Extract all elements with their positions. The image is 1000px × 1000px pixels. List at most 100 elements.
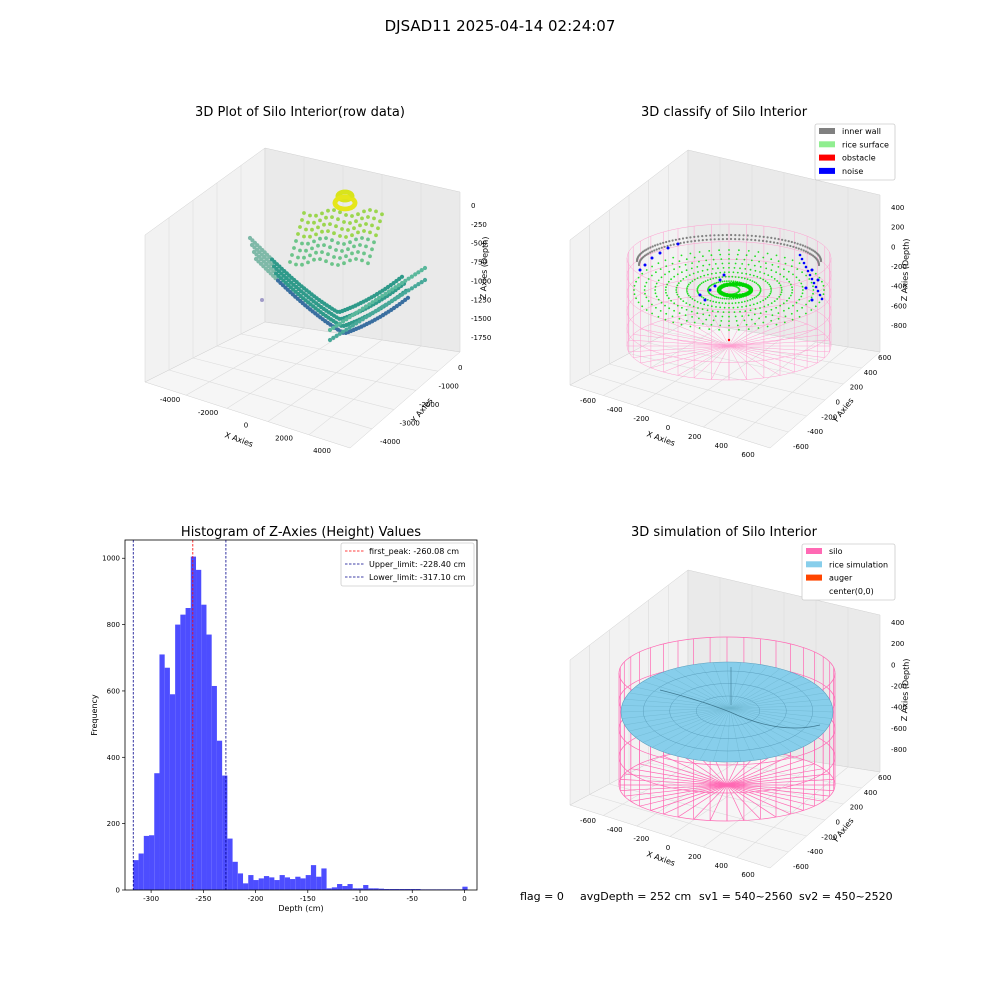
histogram-bar [462, 886, 468, 890]
rice-surface-point [764, 298, 767, 300]
inner-wall-point [672, 243, 675, 246]
rice-surface-point [651, 303, 653, 306]
simulation-silo-floor-spoke [726, 784, 777, 818]
simulation-x-tick-label: 200 [688, 853, 701, 861]
rice-surface-point [681, 306, 683, 309]
raw-point [337, 321, 342, 326]
raw-point [338, 256, 342, 260]
histogram-bar [415, 889, 421, 890]
raw-point [352, 244, 356, 249]
inner-wall-point [808, 247, 811, 250]
rice-simulation-mesh-line [662, 672, 731, 709]
rice-surface-point [675, 289, 678, 291]
rice-surface-point [720, 320, 723, 322]
raw-point [342, 261, 346, 266]
inner-wall-point [783, 243, 786, 246]
rice-surface-point [666, 283, 668, 286]
rice-surface-point [645, 281, 648, 284]
inner-wall-point [812, 249, 815, 252]
rice-surface-point [812, 289, 815, 291]
noise-point [806, 269, 810, 273]
raw-point [354, 219, 358, 224]
rice-simulation-mesh-line [699, 663, 731, 709]
rice-surface-point [712, 300, 715, 303]
rice-surface-point [792, 273, 794, 276]
rice-simulation-mesh-line [729, 663, 755, 709]
raw-point [364, 244, 368, 249]
simulation-y-tick-label: -400 [807, 848, 823, 856]
rice-surface-point [796, 268, 799, 270]
noise-point [676, 242, 680, 246]
classify-legend-swatch [819, 141, 835, 148]
rice-surface-point [773, 300, 776, 302]
rice-surface-point [759, 266, 762, 268]
rice-surface-point [723, 297, 726, 300]
simulation-y-tick-label: 600 [878, 774, 891, 782]
inner-wall-point [679, 242, 682, 245]
rice-simulation-mesh-line [699, 707, 731, 761]
rice-surface-point [701, 269, 704, 272]
rice-surface-point [743, 319, 746, 322]
raw-point [405, 295, 411, 300]
rice-surface-point [818, 276, 821, 279]
rice-surface-point [714, 295, 716, 298]
rice-surface-point [645, 296, 648, 299]
rice-simulation-mesh-line [729, 676, 803, 709]
simulation-legend-label: auger [829, 574, 853, 583]
simulation-silo-floor-spoke [726, 768, 824, 786]
rice-surface-point [657, 262, 660, 265]
simulation-silo-floor-spoke [620, 784, 728, 791]
rice-surface-point [712, 277, 715, 280]
rice-surface-point [719, 253, 722, 256]
inner-wall-point [758, 235, 761, 238]
raw-point [344, 327, 349, 332]
raw-point [380, 293, 385, 298]
rice-surface-point [759, 312, 762, 314]
rice-surface-point [801, 271, 803, 274]
rice-surface-point [790, 265, 793, 268]
rice-surface-point [698, 327, 701, 329]
rice-surface-point [703, 303, 706, 306]
rice-surface-point [685, 269, 688, 272]
simulation-x-tick-label: -400 [607, 826, 623, 834]
classify-y-tick-label: 200 [850, 384, 863, 392]
rice-surface-point [753, 264, 756, 267]
rice-surface-point [766, 296, 769, 299]
histogram-bar [378, 888, 385, 890]
raw-point [304, 248, 308, 253]
raw-point [300, 218, 304, 222]
raw-point [356, 250, 360, 254]
histogram-ytick-label: 1000 [102, 555, 120, 563]
raw-z-tick-label: 0 [471, 202, 475, 210]
panel-classify-zlabel: Z Axies (Depth) [900, 238, 911, 301]
simulation-silo-floor-spoke [639, 784, 728, 807]
raw-point [403, 278, 408, 283]
rice-simulation-mesh-line [729, 692, 825, 709]
rice-simulation-mesh-line [686, 707, 731, 759]
raw-y-tick-label: -1000 [439, 383, 459, 391]
rice-surface-point [657, 298, 660, 301]
rice-surface-point [744, 268, 747, 270]
simulation-z-tick-label: 200 [891, 640, 904, 648]
simulation-legend-swatch [806, 561, 822, 568]
raw-point [304, 227, 308, 232]
rice-surface-point [765, 262, 767, 264]
simulation-x-tick-label: -200 [633, 835, 649, 843]
rice-surface-point [696, 287, 699, 290]
raw-point [324, 236, 328, 241]
rice-surface-point [719, 324, 722, 327]
raw-point [374, 209, 378, 214]
raw-point [383, 302, 388, 307]
simulation-silo-floor-spoke [624, 784, 728, 797]
rice-surface-point [641, 272, 644, 275]
rice-surface-point [805, 303, 807, 306]
raw-point [416, 270, 421, 275]
rice-surface-point [690, 267, 693, 270]
raw-point [306, 220, 310, 225]
inner-wall-point [810, 248, 813, 251]
histogram-bar [227, 838, 233, 890]
noise-point [802, 261, 806, 265]
classify-silo-floor-spoke [728, 345, 825, 358]
noise-point [810, 268, 814, 272]
classify-silo-floor-spoke [728, 345, 747, 380]
